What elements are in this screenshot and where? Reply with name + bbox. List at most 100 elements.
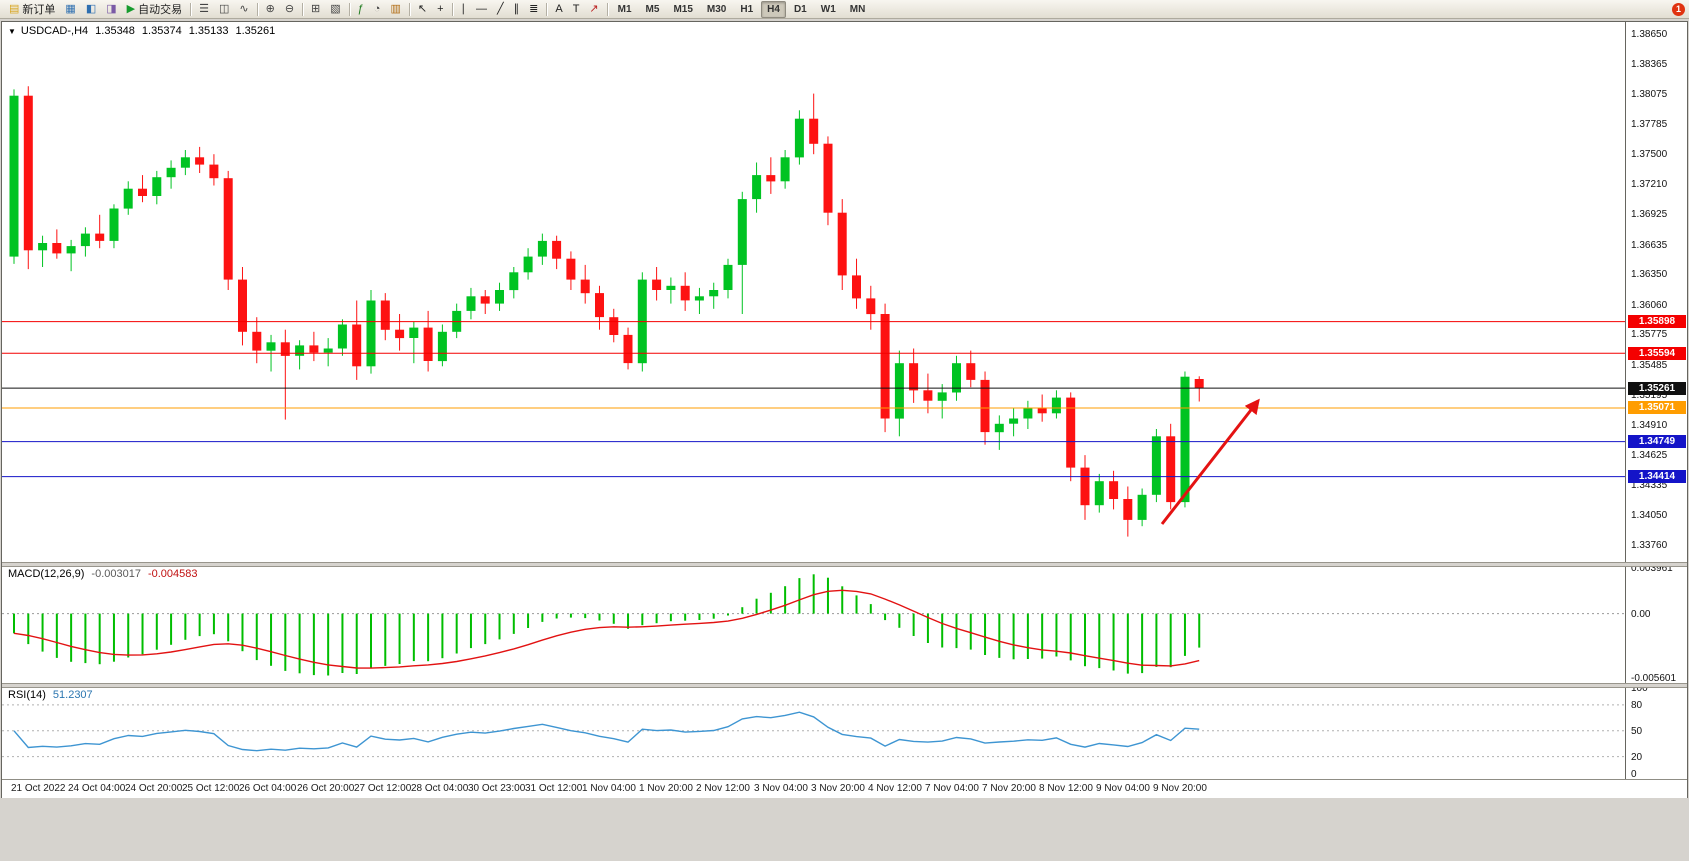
candle-body <box>980 379 990 433</box>
timeframe-d1[interactable]: D1 <box>793 3 807 15</box>
candlestick-button[interactable]: ◫ <box>214 0 234 19</box>
macd-title: MACD(12,26,9) <box>8 568 85 580</box>
timeframe-m30[interactable]: M30 <box>706 3 727 15</box>
market-watch-button[interactable]: ◧ <box>81 0 101 19</box>
new-order-icon: ▤ <box>9 2 20 15</box>
text-button[interactable]: A <box>550 0 567 19</box>
ohlc-high: 1.35374 <box>141 25 182 37</box>
navigator-button[interactable]: ◨ <box>101 0 121 19</box>
candle-body <box>1066 397 1076 468</box>
cursor-button[interactable]: ↖ <box>413 0 432 19</box>
timeframe-mn[interactable]: MN <box>849 3 866 15</box>
candle-body <box>909 363 919 391</box>
candle-body <box>523 256 533 273</box>
timeframe-w1[interactable]: W1 <box>820 3 836 15</box>
fibonacci-button[interactable]: ≣ <box>524 0 543 19</box>
bar-chart-button[interactable]: ☰ <box>194 0 214 19</box>
candle-body <box>709 290 719 297</box>
timeframe-m1[interactable]: M1 <box>617 3 632 15</box>
candle-body <box>580 279 590 294</box>
tile-windows-button[interactable]: ⊞ <box>306 0 325 19</box>
trend-arrow[interactable] <box>1160 398 1260 525</box>
candle-body <box>966 363 976 380</box>
channel-button[interactable]: ∥ <box>509 0 525 19</box>
toolbar-separator <box>256 2 258 16</box>
rsi-scale-label: 20 <box>1631 752 1643 763</box>
price-line-badge: 1.35594 <box>1628 347 1686 360</box>
charts-icon: ▦ <box>65 2 76 15</box>
notification-badge[interactable]: 1 <box>1672 2 1685 16</box>
arrow-tool-icon: ↗ <box>589 2 599 15</box>
panel-separator[interactable] <box>2 562 1687 567</box>
candle-body <box>466 296 476 311</box>
candle-body <box>195 157 205 165</box>
macd-signal-line <box>13 589 1200 669</box>
candle-body <box>409 327 419 338</box>
charts-button[interactable]: ▦ <box>60 0 80 19</box>
new-order-button-label: 新订单 <box>22 4 56 16</box>
candle-body <box>1051 397 1061 414</box>
autotrade-button[interactable]: ▶ 自动交易 <box>122 0 187 19</box>
toolbar-buttons: ▤ 新订单 ▦ ◧ ◨ ▶ 自动交易 ☰ ◫ ∿ ⊕ ⊖ ⊞ ▧ ƒ ◔ ▥ ↖ + ∣ ― ╱ ∥ ≣ A T ↗ M1 M5 M15 M… <box>4 0 1672 19</box>
candle-body <box>480 296 490 304</box>
price-label: 1.38365 <box>1631 59 1668 70</box>
templates-button[interactable]: ▥ <box>385 0 405 19</box>
date-label: 8 Nov 12:00 <box>1039 783 1093 794</box>
timeframe-m5[interactable]: M5 <box>645 3 660 15</box>
price-scale[interactable]: 1.38650 1.38365 1.38075 1.37785 1.37500 1.372… <box>1625 22 1687 780</box>
crosshair-icon: + <box>437 2 444 15</box>
date-label: 9 Nov 04:00 <box>1096 783 1150 794</box>
price-label: 1.38075 <box>1631 89 1668 100</box>
candle-body <box>380 300 390 330</box>
price-chart[interactable] <box>2 22 1625 562</box>
timeframe-h4[interactable]: H4 <box>761 0 786 18</box>
candle-body <box>280 342 290 356</box>
date-label: 4 Nov 12:00 <box>868 783 922 794</box>
date-label: 3 Nov 04:00 <box>754 783 808 794</box>
cascade-windows-icon: ▧ <box>330 2 341 15</box>
indicators-button[interactable]: ƒ <box>353 0 369 19</box>
candle-body <box>1123 499 1133 520</box>
candle-body <box>666 285 676 290</box>
trendline-button[interactable]: ╱ <box>492 0 509 19</box>
candle-body <box>852 275 861 299</box>
trendline-icon: ╱ <box>497 2 504 15</box>
toolbar: ▤ 新订单 ▦ ◧ ◨ ▶ 自动交易 ☰ ◫ ∿ ⊕ ⊖ ⊞ ▧ ƒ ◔ ▥ ↖ + ∣ ― ╱ ∥ ≣ A T ↗ M1 M5 M15 M… <box>0 0 1689 19</box>
horizontal-line-button[interactable]: ― <box>471 0 492 19</box>
candle-body <box>994 423 1004 433</box>
candle-body <box>1037 408 1047 414</box>
candle-body <box>537 240 547 257</box>
macd-panel[interactable] <box>2 565 1625 683</box>
panel-separator[interactable] <box>2 683 1687 688</box>
new-order-button[interactable]: ▤ 新订单 <box>4 0 60 19</box>
ohlc-close: 1.35261 <box>235 25 276 37</box>
zoom-in-button[interactable]: ⊕ <box>261 0 280 19</box>
candle-body <box>1023 408 1033 419</box>
candle-body <box>1080 467 1090 506</box>
crosshair-button[interactable]: + <box>432 0 448 19</box>
candle-body <box>737 199 747 265</box>
text-label-button[interactable]: T <box>568 0 585 19</box>
candle-body <box>238 279 247 332</box>
arrow-tool-button[interactable]: ↗ <box>584 0 603 19</box>
cascade-windows-button[interactable]: ▧ <box>325 0 345 19</box>
chart-title: ▼ USDCAD-,H4 1.35348 1.35374 1.35133 1.35261 <box>8 25 275 37</box>
zoom-out-button[interactable]: ⊖ <box>280 0 299 19</box>
line-chart-icon: ∿ <box>239 2 249 15</box>
candle-body <box>166 167 176 178</box>
periods-button[interactable]: ◔ <box>369 0 386 19</box>
candle-body <box>352 324 362 367</box>
candle-body <box>866 298 876 315</box>
time-scale[interactable]: 21 Oct 2022 24 Oct 04:00 24 Oct 20:00 25 Oc… <box>2 779 1687 798</box>
chart-menu-icon[interactable]: ▼ <box>8 27 16 36</box>
rsi-panel[interactable] <box>2 686 1625 779</box>
price-label: 1.37500 <box>1631 149 1668 160</box>
timeframe-m15[interactable]: M15 <box>673 3 693 15</box>
vertical-line-button[interactable]: ∣ <box>456 0 472 19</box>
candle-body <box>1094 481 1104 506</box>
price-line-badge: 1.35071 <box>1628 401 1686 414</box>
timeframe-h1[interactable]: H1 <box>740 3 754 15</box>
price-label: 1.35195 <box>1631 390 1668 401</box>
line-chart-button[interactable]: ∿ <box>234 0 253 19</box>
candle-body <box>609 317 619 335</box>
